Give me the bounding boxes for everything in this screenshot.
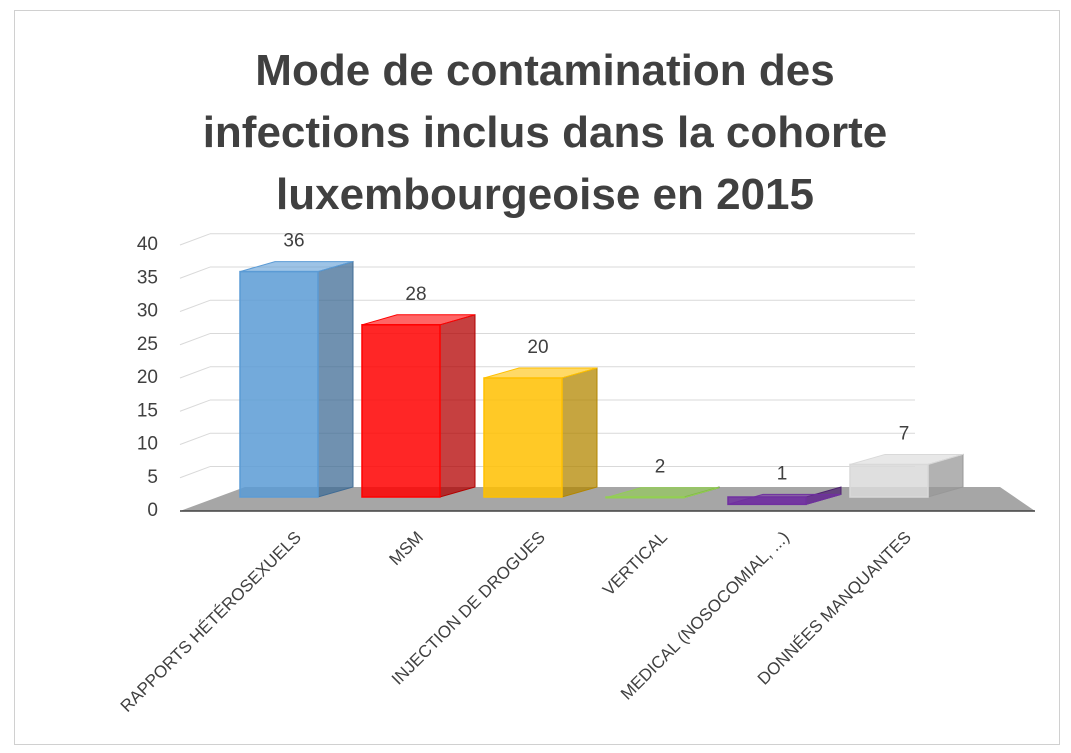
data-label: 2 xyxy=(655,457,666,478)
y-tick-label: 25 xyxy=(137,334,158,355)
x-tick-label: VERTICAL xyxy=(599,528,671,600)
grid-line xyxy=(179,466,211,479)
x-tick-label: MSM xyxy=(386,528,427,569)
y-tick-label: 10 xyxy=(137,434,158,455)
chart-frame xyxy=(14,10,1060,745)
y-tick-label: 0 xyxy=(147,500,158,521)
x-tick-label: RAPPORTS HÉTÉROSEXUELS xyxy=(117,528,305,716)
grid-line xyxy=(179,432,211,445)
grid-line xyxy=(179,299,211,312)
y-tick-label: 35 xyxy=(137,267,158,288)
data-label: 28 xyxy=(405,284,426,305)
y-tick-label: 5 xyxy=(147,467,158,488)
bar-side xyxy=(439,314,476,498)
bar-side xyxy=(317,260,354,498)
grid-line xyxy=(179,366,211,379)
bar xyxy=(849,463,929,498)
grid-line xyxy=(179,266,211,279)
data-label: 7 xyxy=(899,423,910,444)
y-tick-label: 30 xyxy=(137,301,158,322)
data-label: 1 xyxy=(777,463,788,484)
bar xyxy=(239,270,319,498)
bar-side xyxy=(561,367,598,498)
y-tick-label: 40 xyxy=(137,234,158,255)
y-tick-label: 20 xyxy=(137,367,158,388)
grid-line xyxy=(179,333,211,346)
bar xyxy=(483,377,563,498)
grid-line xyxy=(179,233,211,246)
bar xyxy=(727,496,807,506)
grid-line xyxy=(179,399,211,412)
bar xyxy=(605,496,685,499)
data-label: 20 xyxy=(527,337,548,358)
data-label: 36 xyxy=(283,231,304,252)
y-tick-label: 15 xyxy=(137,400,158,421)
bar xyxy=(361,324,441,498)
chart-title: Mode de contamination des infections inc… xyxy=(202,46,888,219)
